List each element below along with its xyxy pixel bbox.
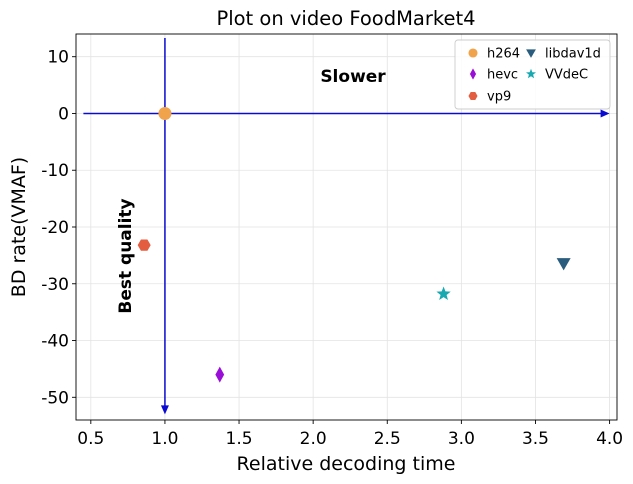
x-tick-label: 3.0	[448, 429, 475, 449]
point-hevc	[215, 366, 225, 383]
legend-label-hevc: hevc	[487, 68, 518, 83]
legend: h264 hevc vp9 libdav1d VVdeC	[454, 39, 611, 110]
y-tick-label: -50	[41, 388, 69, 408]
legend-label-vp9: vp9	[487, 90, 511, 105]
x-tick-label: 1.0	[151, 429, 178, 449]
legend-marker-vp9	[468, 92, 478, 100]
y-tick-label: -10	[41, 161, 69, 181]
legend-label-vvdec: VVdeC	[545, 68, 588, 83]
y-axis-label: BD rate(VMAF)	[8, 157, 30, 297]
x-tick-label: 3.5	[522, 429, 549, 449]
x-tick-label: 2.0	[300, 429, 327, 449]
y-tick-label: 10	[47, 48, 69, 68]
legend-marker-h264	[468, 48, 478, 58]
legend-label-h264: h264	[487, 47, 520, 62]
x-axis-label: Relative decoding time	[237, 453, 456, 475]
legend-marker-vvdec	[526, 68, 536, 79]
y-tick-label: -30	[41, 275, 69, 295]
vertical-arrowhead	[160, 405, 169, 415]
legend-marker-hevc	[469, 68, 477, 80]
point-vp9	[137, 239, 151, 251]
x-tick-label: 4.0	[596, 429, 623, 449]
x-tick-label: 2.5	[374, 429, 401, 449]
chart-title: Plot on video FoodMarket4	[216, 7, 475, 30]
x-tick-label: 1.5	[226, 429, 253, 449]
y-tick-label: 0	[58, 104, 69, 124]
horizontal-arrowhead	[600, 109, 610, 118]
legend-marker-libdav1d	[526, 49, 536, 58]
data-points	[137, 106, 571, 383]
annotation-slower: Slower	[320, 67, 386, 87]
legend-label-libdav1d: libdav1d	[545, 47, 601, 62]
y-tick-label: -20	[41, 218, 69, 238]
point-libdav1d	[556, 258, 571, 271]
point-vvdec	[436, 286, 451, 301]
axis-ticks: 0.5 1.0 1.5 2.0 2.5 3.0 3.5 4.0 10 0 -10 -20 -30 -40 -…	[41, 48, 623, 449]
point-h264	[158, 106, 172, 120]
y-tick-label: -40	[41, 332, 69, 352]
annotation-best-quality: Best quality	[116, 198, 136, 313]
x-tick-label: 0.5	[77, 429, 104, 449]
